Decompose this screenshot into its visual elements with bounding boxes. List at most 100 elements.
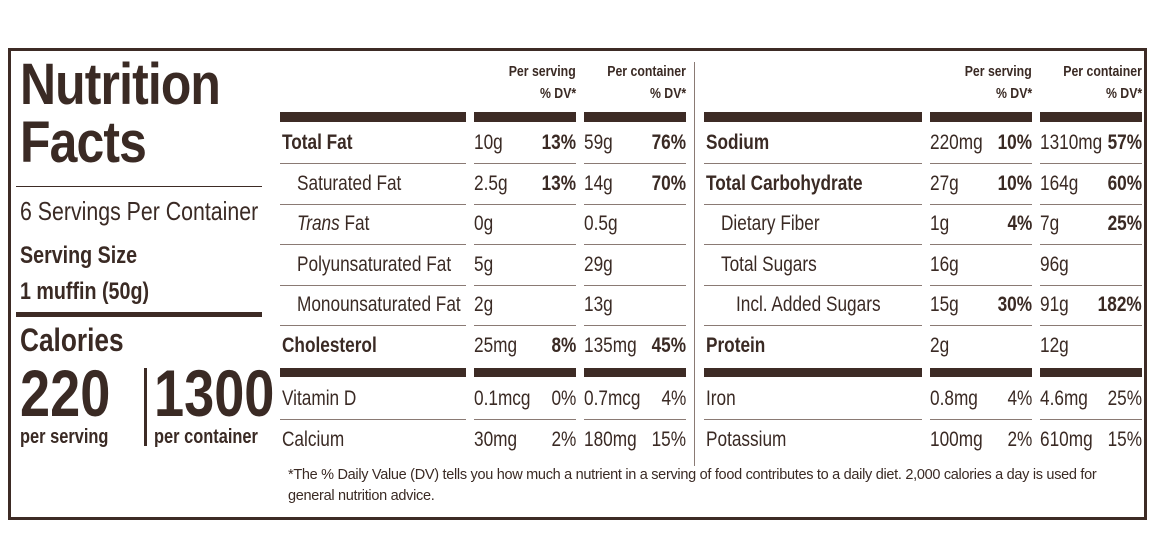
header-dv: % DV* [995,85,1032,102]
header-per-serving: Per serving [508,63,576,80]
amount: 610mg [1040,427,1093,451]
amount: 59g [584,131,613,154]
daily-value: 45% [651,334,686,357]
header-dv: % DV* [1105,85,1142,102]
row-rule [474,163,576,164]
daily-value: 10% [997,131,1032,154]
row-rule [280,163,466,164]
thick-bar [584,112,686,122]
daily-value: 25% [1107,387,1142,410]
amount: 5g [474,252,494,276]
nutrient-name: Dietary Fiber [721,212,820,236]
nutrient-name: Total Carbohydrate [706,171,863,195]
row-rule [704,163,922,164]
amount: 2g [930,334,950,357]
thick-divider [16,312,262,317]
row-rule [584,325,686,327]
daily-value: 2% [1007,427,1032,451]
nutrient-name: Monounsaturated Fat [297,293,461,317]
row-rule [704,419,922,420]
calories-per-serving: 220 [20,356,111,430]
nutrient-name: Vitamin D [282,387,357,410]
nutrient-name: Cholesterol [282,334,377,357]
thick-bar [280,112,466,122]
thick-bar [474,368,576,377]
row-rule [474,325,576,327]
daily-value: 13% [541,131,576,154]
daily-value: 13% [541,171,576,195]
amount: 1310mg [1040,131,1103,154]
amount: 0.5g [584,212,618,236]
amount: 91g [1040,293,1069,317]
amount: 96g [1040,252,1069,276]
title: Nutrition Facts [20,52,221,175]
divider [16,186,262,187]
nutrient-name: Incl. Added Sugars [736,293,881,317]
nutrient-name: Total Fat [282,131,353,154]
daily-value: 60% [1107,171,1142,195]
nutrient-name: Sodium [706,131,770,154]
daily-value: 10% [997,171,1032,195]
thick-bar [704,112,922,122]
amount: 0.7mcg [584,387,641,410]
serving-size-label: Serving Size [20,242,138,269]
calories-divider [144,368,147,446]
row-rule [584,203,686,205]
row-rule [1040,325,1142,327]
row-rule [930,284,1032,286]
daily-value: 15% [651,427,686,451]
nutrient-name: Iron [706,387,736,410]
amount: 27g [930,171,959,195]
amount: 0.8mg [930,387,978,410]
name-prefix: Trans [297,212,340,236]
header-dv: % DV* [649,85,686,102]
amount: 0g [474,212,494,236]
row-rule [1040,203,1142,205]
amount: 2g [474,293,494,317]
thick-bar [584,368,686,377]
amount: 15g [930,293,959,317]
nutrient-name: Trans Fat [297,212,385,236]
amount: 2.5g [474,171,508,195]
row-rule [930,419,1032,420]
daily-value: 76% [651,131,686,154]
nutrient-name: Saturated Fat [297,171,402,195]
name: Fat [339,212,370,236]
per-container-label: per container [154,426,258,448]
daily-value: 70% [651,171,686,195]
calories-per-container: 1300 [154,356,275,430]
daily-value: 25% [1107,212,1142,236]
amount: 164g [1040,171,1079,195]
daily-value: 4% [661,387,686,410]
servings: 6 Servings Per Container [20,196,259,226]
row-rule [930,325,1032,327]
row-rule [930,203,1032,205]
row-rule [280,325,466,327]
thick-bar [930,112,1032,122]
amount: 12g [1040,334,1069,357]
thick-bar [930,368,1032,377]
daily-value: 15% [1107,427,1142,451]
amount: 1g [930,212,950,236]
amount: 180mg [584,427,637,451]
thick-bar [474,112,576,122]
calories-label: Calories [20,322,124,358]
row-rule [1040,163,1142,164]
amount: 135mg [584,334,637,357]
row-rule [704,244,922,246]
daily-value: 30% [997,293,1032,317]
row-rule [704,284,922,286]
thick-bar [1040,368,1142,377]
row-rule [474,284,576,286]
amount: 30mg [474,427,518,451]
row-rule [584,284,686,286]
amount: 16g [930,252,959,276]
daily-value: 0% [551,387,576,410]
daily-value: 57% [1107,131,1142,154]
nutrient-name: Calcium [282,427,345,451]
amount: 7g [1040,212,1060,236]
amount: 220mg [930,131,983,154]
row-rule [1040,419,1142,420]
header-dv: % DV* [539,85,576,102]
